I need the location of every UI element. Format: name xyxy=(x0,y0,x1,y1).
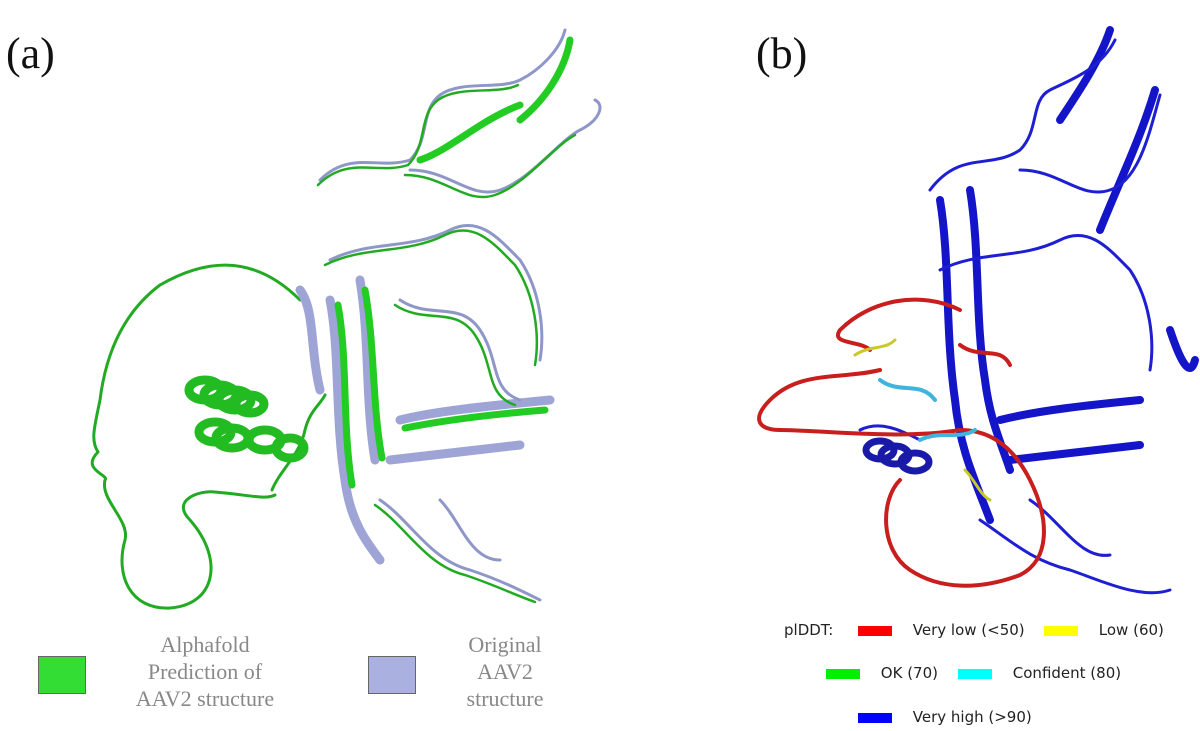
predicted-loop-left xyxy=(90,263,302,610)
swatch-very-high xyxy=(858,712,892,723)
legend-label-alphafold: Alphafold Prediction of AAV2 structure xyxy=(135,632,275,711)
panel-a-label: (a) xyxy=(6,29,55,78)
plddt-legend-title: plDDT: xyxy=(784,621,834,639)
plddt-legend-confident: Confident (80) xyxy=(958,664,1121,682)
confident-region xyxy=(878,378,977,442)
swatch-ok xyxy=(826,668,860,679)
original-core xyxy=(295,275,555,565)
legend-swatch-alphafold xyxy=(38,656,86,694)
legend-swatch-original xyxy=(368,656,416,694)
predicted-loops xyxy=(316,83,577,604)
plddt-colored-structure xyxy=(757,26,1199,595)
swatch-confident xyxy=(958,668,992,679)
helix-region-b xyxy=(862,437,933,475)
swatch-very-low xyxy=(858,625,892,636)
legend-label-original: Original AAV2 structure xyxy=(466,632,544,711)
swatch-low xyxy=(1044,625,1078,636)
very-high-loops xyxy=(858,38,1172,595)
panel-b-label: (b) xyxy=(756,29,808,78)
aav2-superposition-structure xyxy=(90,28,602,610)
plddt-legend-very-high: Very high (>90) xyxy=(858,708,1032,726)
original-loops xyxy=(318,28,602,602)
plddt-legend-low: Low (60) xyxy=(1044,621,1164,639)
very-low-confidence-region xyxy=(757,297,1046,588)
predicted-helices xyxy=(184,375,309,463)
predicted-loop-right xyxy=(270,393,327,492)
predicted-core xyxy=(334,36,574,489)
plddt-legend-very-low: Very low (<50) xyxy=(858,621,1025,639)
low-confidence-region xyxy=(853,338,992,502)
plddt-legend-ok: OK (70) xyxy=(826,664,938,682)
very-high-confidence-region xyxy=(936,26,1199,524)
